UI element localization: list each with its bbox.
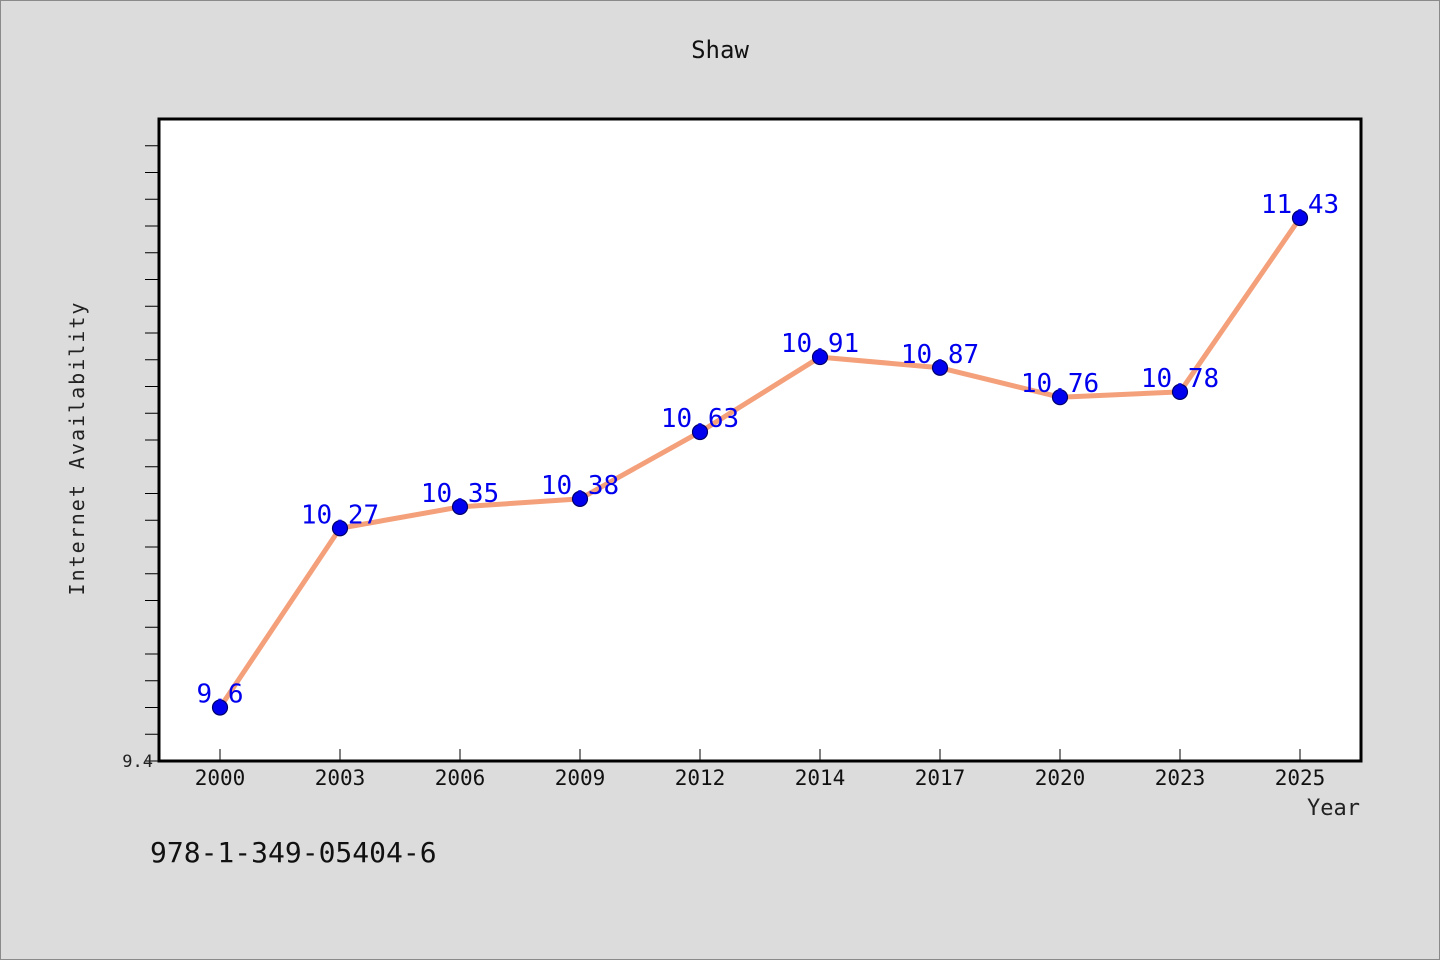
x-tick-label: 2025	[1275, 766, 1326, 790]
x-tick-label: 2000	[195, 766, 246, 790]
x-axis-label: Year	[1307, 796, 1360, 821]
isbn-text: 978-1-349-05404-6	[150, 836, 437, 869]
x-tick-label: 2014	[795, 766, 846, 790]
data-point	[211, 699, 229, 716]
plot-area	[157, 117, 1363, 763]
data-label: 10.87	[901, 340, 979, 370]
data-label: 10.63	[661, 404, 739, 434]
data-point	[451, 498, 469, 515]
data-point	[691, 423, 709, 441]
data-label: 10.35	[421, 479, 499, 509]
data-labels: 9.6 10.27 10.35 10.38 10.63 10.91 10.87 10.76 10…	[197, 190, 1340, 710]
data-label: 11.43	[1261, 190, 1339, 220]
data-point	[1051, 389, 1069, 406]
x-axis-ticks: 2000 2003 2006 2009 2012 2014 2017 2020 2023 2025	[195, 749, 1326, 790]
y-axis-ticks: 9.4	[122, 145, 159, 772]
series-line-group	[217, 215, 1303, 710]
data-point	[1291, 209, 1309, 227]
x-tick-label: 2003	[315, 766, 366, 790]
y-axis-label: Internet Availability	[65, 300, 89, 596]
chart-title: Shaw	[691, 36, 749, 64]
data-label: 10.91	[781, 329, 859, 359]
x-tick-label: 2009	[555, 766, 606, 790]
data-label: 10.38	[541, 471, 619, 501]
data-points	[211, 209, 1309, 716]
x-tick-label: 2017	[915, 766, 966, 790]
x-tick-label: 2012	[675, 766, 726, 790]
data-point	[331, 520, 349, 537]
data-label: 9.6	[197, 680, 244, 710]
x-tick-label: 2006	[435, 766, 486, 790]
series-line	[217, 215, 1303, 710]
x-tick-label: 2023	[1155, 766, 1206, 790]
data-point	[1171, 383, 1189, 400]
data-point	[571, 490, 589, 507]
y-tick-label: 9.4	[122, 752, 153, 772]
data-point	[811, 348, 829, 366]
data-point	[931, 359, 949, 376]
data-label: 10.27	[301, 500, 379, 530]
data-label: 10.78	[1141, 364, 1219, 394]
data-label: 10.76	[1021, 369, 1099, 399]
x-tick-label: 2020	[1035, 766, 1086, 790]
